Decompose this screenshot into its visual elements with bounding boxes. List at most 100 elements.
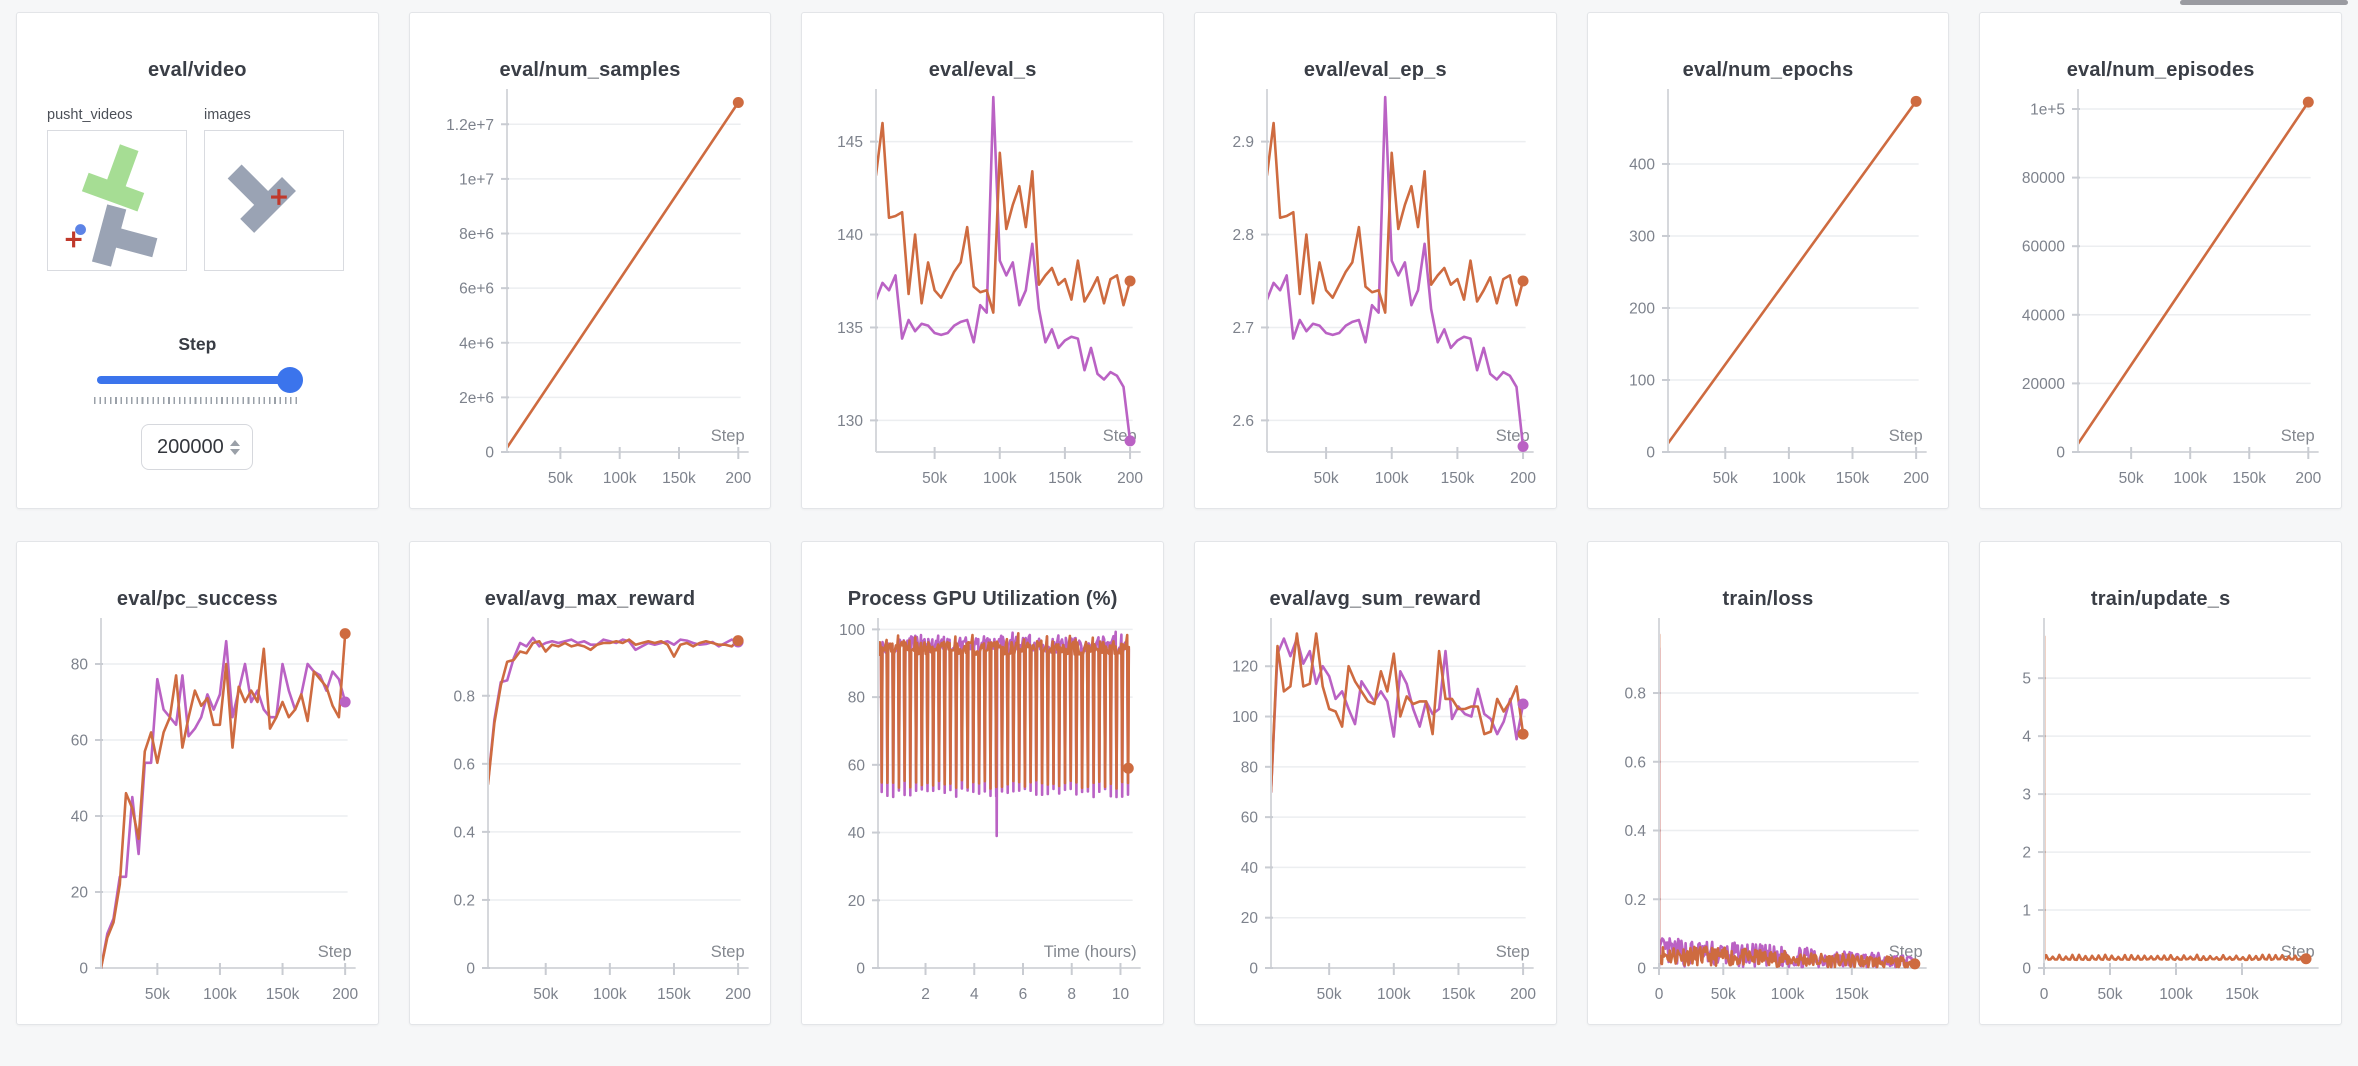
svg-text:Time (hours): Time (hours) (1044, 943, 1137, 961)
svg-text:100: 100 (839, 622, 865, 639)
svg-text:3: 3 (2023, 787, 2032, 804)
step-slider[interactable] (97, 367, 304, 393)
svg-text:60: 60 (1241, 810, 1259, 827)
media-zone: pusht_videos images (17, 107, 378, 276)
panel-gpu-utilization: Process GPU Utilization (%) 0 20 40 60 80 100… (801, 541, 1164, 1025)
svg-text:8: 8 (1068, 986, 1077, 1003)
svg-text:0.8: 0.8 (1624, 686, 1646, 703)
svg-text:150k: 150k (2233, 470, 2267, 487)
svg-text:2.8: 2.8 (1232, 227, 1254, 244)
spinner-down-icon[interactable] (230, 448, 241, 455)
svg-text:0: 0 (1646, 445, 1655, 462)
green-t-shape (81, 144, 145, 212)
svg-text:135: 135 (837, 320, 863, 337)
svg-text:0.6: 0.6 (453, 756, 475, 773)
chart-title: eval/eval_ep_s (1303, 59, 1447, 81)
svg-text:40: 40 (71, 809, 89, 826)
spinner-up-icon[interactable] (230, 439, 241, 446)
svg-text:60000: 60000 (2022, 239, 2065, 256)
svg-text:4: 4 (2023, 729, 2032, 746)
svg-text:150k: 150k (1835, 986, 1869, 1003)
chart-eval-pc-success[interactable]: 0 20 40 60 80 50k 100k 150k 200 Step (17, 612, 378, 1024)
step-slider-label: Step (178, 334, 217, 354)
horizontal-scrollbar-thumb[interactable] (2180, 0, 2348, 5)
pusht-videos-thumbnail[interactable] (47, 130, 187, 271)
chart-eval-num-epochs[interactable]: 0 100 200 300 400 50k 100k 150k 200 Step (1588, 83, 1949, 508)
svg-text:100k: 100k (203, 986, 237, 1003)
svg-text:Step: Step (1888, 427, 1922, 445)
chart-eval-avg-sum-reward[interactable]: 0 20 40 60 80 100 120 50k 100k 150k 200 Step (1195, 612, 1556, 1024)
svg-text:Step: Step (710, 943, 744, 961)
svg-text:200: 200 (332, 986, 358, 1003)
panel-title: eval/video (147, 59, 247, 81)
svg-text:140: 140 (837, 227, 863, 244)
svg-text:60: 60 (848, 757, 866, 774)
svg-text:0.2: 0.2 (1624, 892, 1646, 909)
images-thumbnail[interactable] (204, 130, 344, 271)
panel-eval-num-samples: eval/num_samples 0 2e+6 4e+6 6e+6 8e+6 1e+7 1.… (408, 12, 772, 509)
chart-title: eval/avg_sum_reward (1269, 588, 1482, 610)
svg-text:150k: 150k (2226, 986, 2260, 1003)
svg-text:5: 5 (2023, 671, 2032, 688)
svg-text:20000: 20000 (2022, 376, 2065, 393)
panel-eval-avg-max-reward: eval/avg_max_reward 0 0.2 0.4 0.6 0.8 50k 100k… (408, 541, 772, 1025)
svg-text:150k: 150k (266, 986, 300, 1003)
svg-text:2.9: 2.9 (1232, 134, 1254, 151)
svg-text:100k: 100k (2160, 986, 2194, 1003)
svg-text:80: 80 (1241, 759, 1259, 776)
chart-gpu-utilization[interactable]: 0 20 40 60 80 100 2 4 6 8 10 Time (hours) (802, 612, 1163, 1024)
svg-text:0: 0 (1249, 961, 1258, 978)
svg-text:1e+7: 1e+7 (459, 171, 494, 188)
goal-cross (271, 189, 287, 205)
svg-text:50k: 50k (1314, 470, 1339, 487)
svg-text:2.6: 2.6 (1232, 413, 1254, 430)
svg-text:10: 10 (1112, 986, 1130, 1003)
chart-eval-avg-max-reward[interactable]: 0 0.2 0.4 0.6 0.8 50k 100k 150k 200 Step (410, 612, 771, 1024)
svg-text:130: 130 (837, 413, 863, 430)
svg-text:4e+6: 4e+6 (459, 335, 494, 352)
step-control: Step (17, 334, 378, 470)
svg-text:100: 100 (1232, 709, 1258, 726)
goal-cross (65, 231, 82, 248)
svg-text:0: 0 (79, 961, 88, 978)
agent-dot (75, 224, 86, 235)
chart-title: eval/num_epochs (1682, 59, 1854, 81)
panel-train-loss: train/loss 0 0.2 0.4 0.6 0.8 0 50k 100k 150k Step (1586, 541, 1950, 1025)
svg-text:150k: 150k (1441, 470, 1475, 487)
svg-text:100k: 100k (1770, 986, 1804, 1003)
svg-text:200: 200 (2296, 470, 2322, 487)
gray-t-shape (91, 204, 158, 267)
svg-text:100k: 100k (593, 986, 627, 1003)
svg-text:50k: 50k (922, 470, 947, 487)
svg-text:150k: 150k (662, 470, 696, 487)
svg-text:200: 200 (1510, 986, 1536, 1003)
chart-eval-num-samples[interactable]: 0 2e+6 4e+6 6e+6 8e+6 1e+7 1.2e+7 50k 100k 150k 20… (410, 83, 771, 508)
svg-text:0: 0 (2057, 445, 2066, 462)
step-slider-track[interactable] (97, 376, 298, 384)
chart-eval-num-episodes[interactable]: 0 20000 40000 60000 80000 1e+5 50k 100k 150k 200 S… (1980, 83, 2341, 508)
panel-eval-num-episodes: eval/num_episodes 0 20000 40000 60000 80000 1… (1979, 12, 2342, 509)
step-input-spinner[interactable] (230, 439, 241, 455)
svg-text:50k: 50k (145, 986, 170, 1003)
chart-title: train/update_s (2090, 588, 2231, 610)
svg-text:60: 60 (71, 733, 89, 750)
svg-text:50k: 50k (2119, 470, 2144, 487)
svg-text:20: 20 (848, 893, 866, 910)
chart-title: eval/eval_s (928, 59, 1037, 81)
panel-eval-avg-sum-reward: eval/avg_sum_reward 0 20 40 60 80 100 120 50k 10… (1193, 541, 1557, 1025)
panel-eval-num-epochs: eval/num_epochs 0 100 200 300 400 50k 100k 150k… (1586, 12, 1950, 509)
svg-text:50k: 50k (1317, 986, 1342, 1003)
svg-text:200: 200 (725, 470, 751, 487)
svg-text:50k: 50k (533, 986, 558, 1003)
svg-text:Step: Step (318, 943, 352, 961)
svg-text:100k: 100k (983, 470, 1017, 487)
media-label-pusht-videos: pusht_videos (47, 107, 133, 123)
step-input[interactable] (154, 435, 227, 459)
step-slider-handle[interactable] (277, 367, 304, 393)
svg-text:0: 0 (1654, 986, 1663, 1003)
